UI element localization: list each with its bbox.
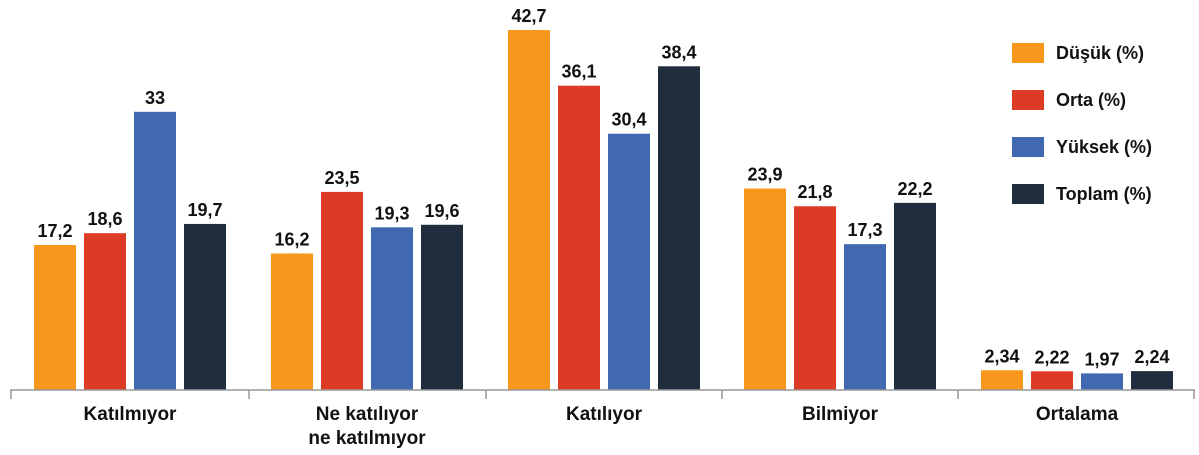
bar-orta-3 xyxy=(794,206,836,390)
value-label: 2,22 xyxy=(1034,347,1069,367)
value-label: 19,7 xyxy=(187,200,222,220)
value-label: 19,3 xyxy=(374,203,409,223)
legend-label-y-ksek: Yüksek (%) xyxy=(1056,137,1152,157)
bar-d-k-3 xyxy=(744,188,786,390)
category-labels-group: Katılmıyor Ne katılıyor ne katılmıyor Katıl… xyxy=(84,404,1119,449)
category-label: Ne katılıyor ne katılmıyor xyxy=(308,404,426,449)
value-label: 2,34 xyxy=(984,346,1019,366)
bar-y-ksek-1 xyxy=(371,227,413,390)
legend-swatch-y-ksek xyxy=(1012,137,1044,157)
value-label: 18,6 xyxy=(87,209,122,229)
value-label: 33 xyxy=(145,88,165,108)
bar-d-k-0 xyxy=(34,245,76,390)
category-label: Bilmiyor xyxy=(802,404,879,425)
value-label: 1,97 xyxy=(1084,349,1119,369)
bars-group xyxy=(34,30,1173,391)
bar-d-k-4 xyxy=(981,370,1023,390)
value-label: 16,2 xyxy=(274,229,309,249)
value-label: 21,8 xyxy=(797,182,832,202)
legend-label-d-k: Düşük (%) xyxy=(1056,43,1144,63)
value-label: 30,4 xyxy=(611,110,646,130)
bar-orta-2 xyxy=(558,85,600,390)
x-axis xyxy=(10,389,1195,399)
value-label: 17,2 xyxy=(37,221,72,241)
value-label: 22,2 xyxy=(897,179,932,199)
value-label: 42,7 xyxy=(511,6,546,26)
bar-toplam-0 xyxy=(184,223,226,390)
bar-y-ksek-4 xyxy=(1081,373,1123,390)
bar-orta-4 xyxy=(1031,371,1073,390)
legend-swatch-orta xyxy=(1012,90,1044,110)
bar-d-k-2 xyxy=(508,30,550,390)
bar-y-ksek-0 xyxy=(134,111,176,390)
value-label: 36,1 xyxy=(561,62,596,82)
category-label: Ortalama xyxy=(1036,404,1119,425)
bar-orta-1 xyxy=(321,191,363,390)
category-label: Katılmıyor xyxy=(84,404,178,425)
legend-swatch-d-k xyxy=(1012,43,1044,63)
legend-swatch-toplam xyxy=(1012,184,1044,204)
bar-toplam-2 xyxy=(658,66,700,391)
bar-toplam-4 xyxy=(1131,371,1173,390)
legend-label-toplam: Toplam (%) xyxy=(1056,184,1152,204)
category-label: Katılıyor xyxy=(566,404,643,425)
value-label: 38,4 xyxy=(661,42,696,62)
value-label: 17,3 xyxy=(847,220,882,240)
value-label: 23,9 xyxy=(747,165,782,185)
bar-toplam-3 xyxy=(894,202,936,390)
value-labels-group: 17,2 18,6 33 19,7 16,2 23,5 19,3 19,6 42,7 36,1 30… xyxy=(37,6,1169,369)
bar-y-ksek-2 xyxy=(608,133,650,390)
bar-toplam-1 xyxy=(421,224,463,390)
value-label: 23,5 xyxy=(324,168,359,188)
legend-label-orta: Orta (%) xyxy=(1056,90,1126,110)
value-label: 2,24 xyxy=(1134,347,1169,367)
legend: Düşük (%) Orta (%) Yüksek (%) Toplam (%) xyxy=(1012,43,1152,204)
bar-y-ksek-3 xyxy=(844,244,886,390)
bar-d-k-1 xyxy=(271,253,313,390)
value-label: 19,6 xyxy=(424,201,459,221)
bar-orta-0 xyxy=(84,233,126,390)
